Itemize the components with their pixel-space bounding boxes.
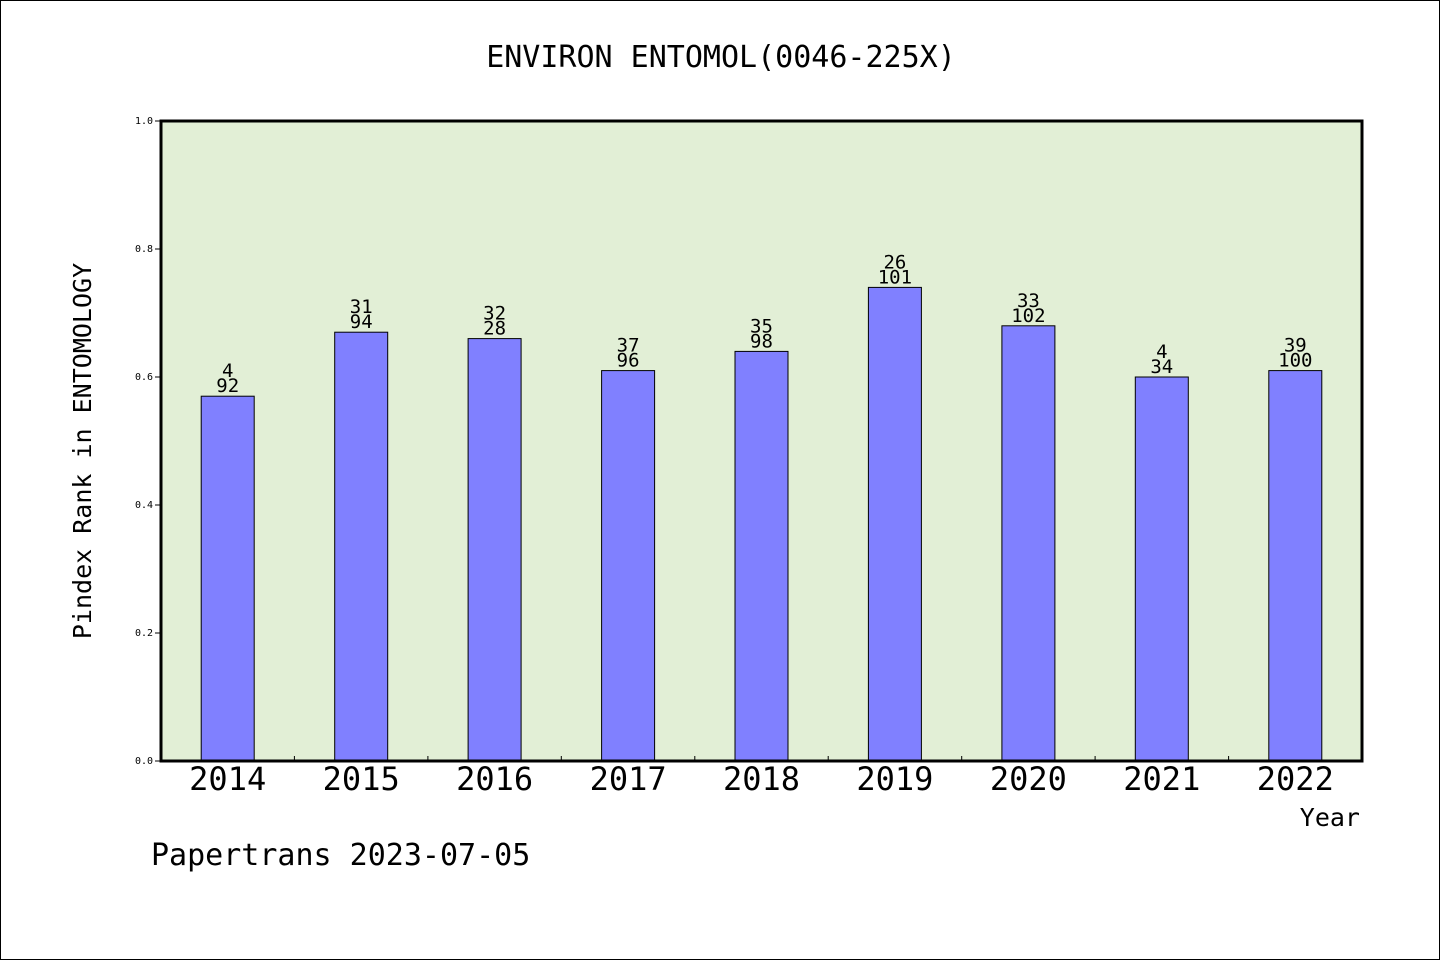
x-tick-label-2020: 2020 [990,760,1067,798]
y-tick-label-0.2: 0.2 [135,628,153,639]
bar-label-bottom-2014: 92 [216,375,239,397]
y-tick-label-0.0: 0.0 [135,756,153,767]
x-tick-label-2015: 2015 [323,760,400,798]
bar-label-bottom-2019: 101 [878,266,912,288]
bar-label-top-2015: 31 [350,296,373,318]
bar-2021 [1134,376,1189,762]
x-axis: 2014 2015 2016 2017 2018 2019 2020 2021 2022 [189,756,1334,798]
y-tick-label-1.0: 1.0 [135,116,153,127]
x-tick-label-2019: 2019 [856,760,933,798]
bar-2017 [601,370,656,762]
bar-2016 [467,338,522,762]
x-tick-label-2018: 2018 [723,760,800,798]
y-tick-label-0.8: 0.8 [135,244,153,255]
bar-label-top-2014: 4 [222,360,233,382]
footer-credit: Papertrans 2023-07-05 [151,838,530,873]
bar-label-bottom-2018: 98 [750,330,773,352]
y-tick-label-0.4: 0.4 [135,500,153,511]
bar-2015 [334,331,389,762]
x-tick-label-2017: 2017 [590,760,667,798]
bar-2020 [1001,325,1056,762]
plot-border [159,119,1364,763]
bar-label-top-2019: 26 [883,251,906,273]
bar-label-top-2020: 33 [1017,290,1040,312]
y-axis-title: Pindex Rank in ENTOMOLOGY [68,263,97,639]
bar-label-bottom-2016: 28 [483,318,506,340]
bar-label-top-2021: 4 [1156,341,1167,363]
bars-group [200,286,1323,762]
y-tick-label-0.6: 0.6 [135,372,153,383]
x-tick-label-2014: 2014 [189,760,266,798]
bar-label-bottom-2015: 94 [350,311,373,333]
bar-label-top-2016: 32 [483,303,506,325]
bar-label-top-2017: 37 [617,335,640,357]
bar-label-bottom-2020: 102 [1011,305,1045,327]
x-axis-title: Year [1300,803,1360,832]
x-tick-label-2022: 2022 [1257,760,1334,798]
bar-2018 [734,350,789,762]
x-tick-label-2021: 2021 [1123,760,1200,798]
bar-2014 [200,395,255,762]
x-tick-label-2016: 2016 [456,760,533,798]
bar-label-bottom-2022: 100 [1278,350,1312,372]
bar-2019 [867,286,922,762]
bar-2022 [1268,370,1323,762]
bar-label-bottom-2017: 96 [617,350,640,372]
bar-label-top-2018: 35 [750,315,773,337]
y-axis: 0.0 0.2 0.4 0.6 0.8 1.0 [135,116,161,767]
bar-label-top-2022: 39 [1284,335,1307,357]
chart-title: ENVIRON ENTOMOL(0046-225X) [486,40,956,75]
bar-label-bottom-2021: 34 [1150,356,1173,378]
